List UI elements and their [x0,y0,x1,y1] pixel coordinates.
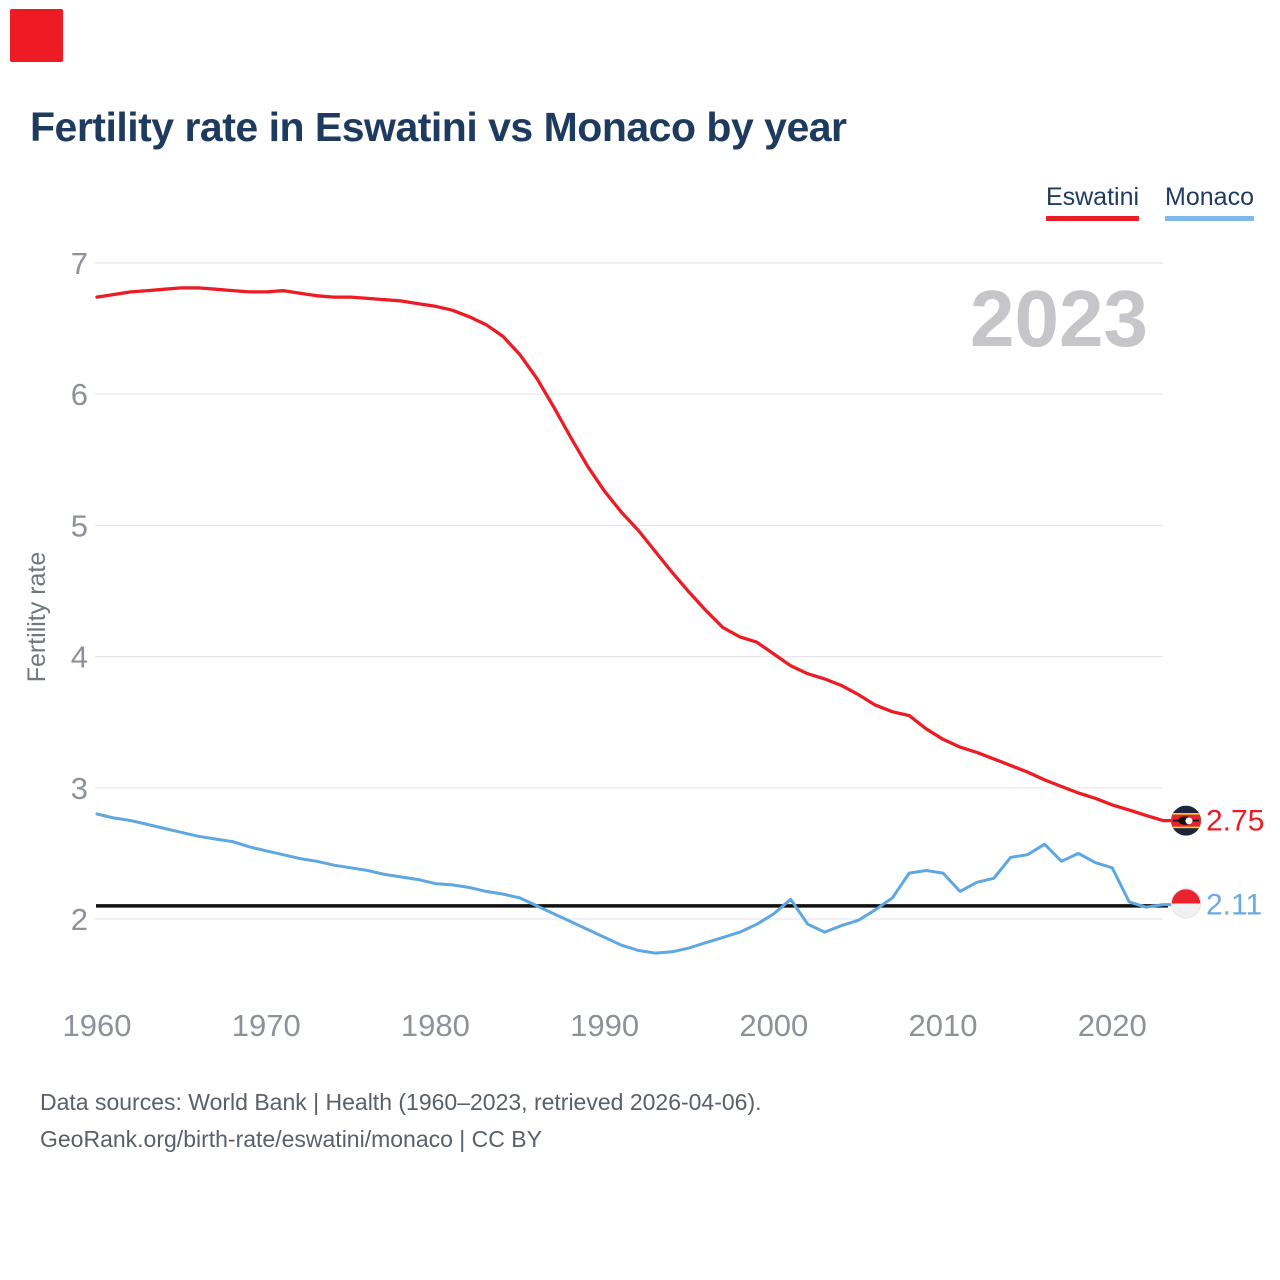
y-tick-label-2: 2 [71,902,88,937]
monaco-end-value: 2.11 [1206,889,1262,922]
y-tick-label-3: 3 [71,771,88,806]
footer: Data sources: World Bank | Health (1960–… [40,1084,762,1158]
legend-label-eswatini: Eswatini [1045,183,1140,211]
legend-underline-monaco [1165,215,1254,221]
monaco-flag-border [1171,888,1202,919]
footer-attribution: GeoRank.org/birth-rate/eswatini/monaco |… [40,1126,542,1152]
x-tick-label-1970: 1970 [232,1008,301,1043]
legend-underline-eswatini [1045,215,1140,221]
x-tick-label-2020: 2020 [1078,1008,1147,1043]
legend-item-monaco[interactable]: Monaco [1165,183,1254,221]
monaco-series-line [95,812,1174,955]
y-tick-label-6: 6 [71,377,88,412]
watermark-year: 2023 [970,274,1148,363]
x-tick-label-2000: 2000 [739,1008,808,1043]
eswatini-series-line [95,286,1174,823]
y-tick-label-5: 5 [71,508,88,543]
logo-mark [10,9,63,62]
x-tick-label-1980: 1980 [401,1008,470,1043]
x-tick-label-1990: 1990 [570,1008,639,1043]
y-axis-title: Fertility rate [23,552,51,683]
legend-label-monaco: Monaco [1165,183,1254,211]
footer-sources: Data sources: World Bank | Health (1960–… [40,1089,762,1115]
x-tick-label-2010: 2010 [909,1008,978,1043]
monaco-flag-icon [1171,888,1201,919]
x-tick-label-1960: 1960 [63,1008,132,1043]
legend: Eswatini Monaco [1045,183,1254,221]
y-tick-label-7: 7 [71,246,88,281]
page-title: Fertility rate in Eswatini vs Monaco by … [30,104,847,150]
y-tick-label-4: 4 [71,640,88,675]
eswatini-flag-icon [1171,805,1201,836]
eswatini-end-value: 2.75 [1206,805,1264,838]
legend-item-eswatini[interactable]: Eswatini [1045,183,1140,221]
